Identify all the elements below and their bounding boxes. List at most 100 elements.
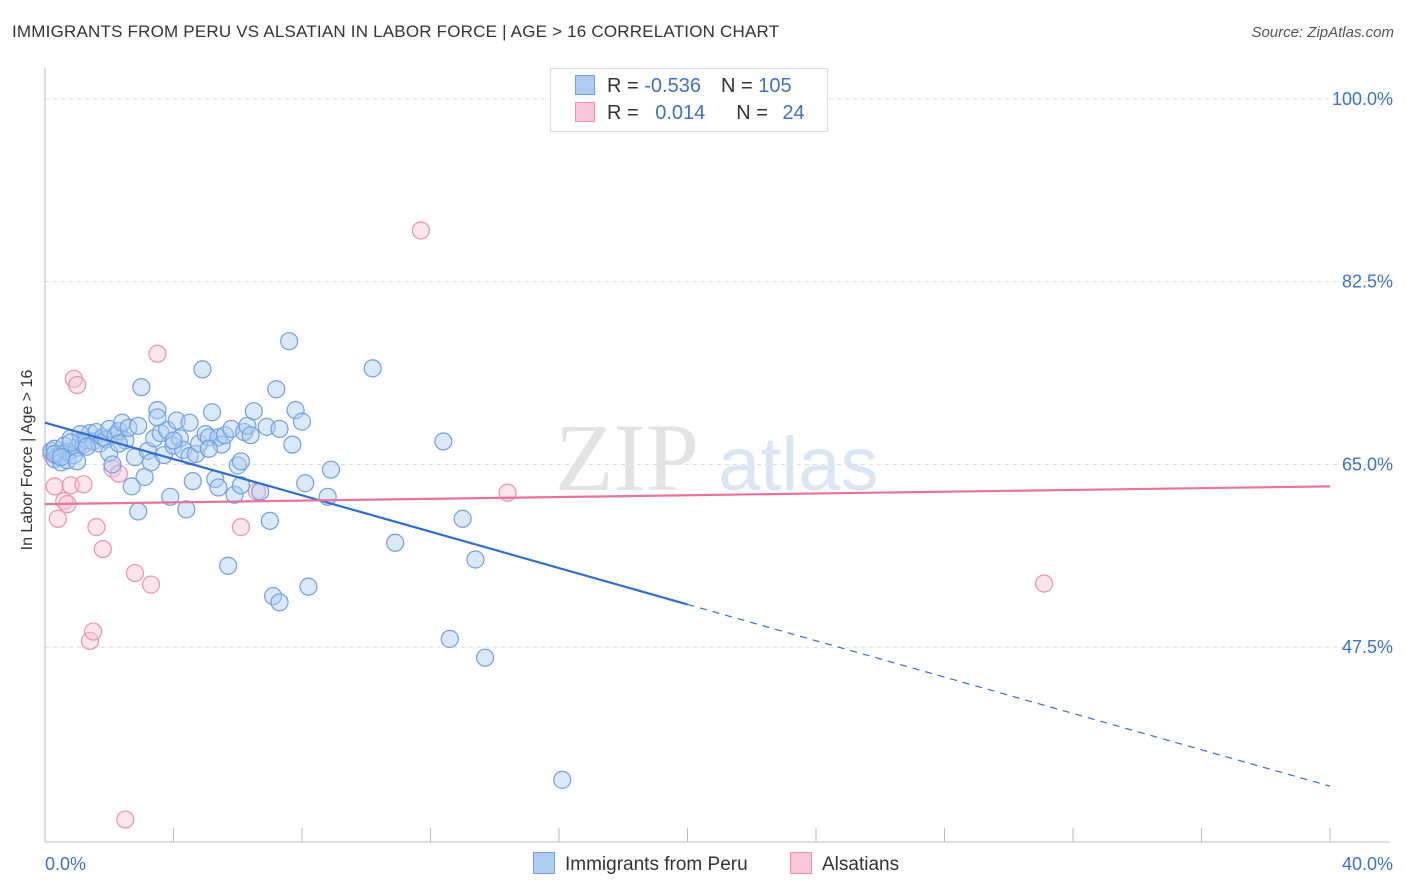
peru-point [283,435,302,454]
x-tick-label: 40.0% [1342,854,1393,874]
alsatians-point [93,539,112,559]
peru-point [466,550,485,569]
peru-point [225,485,244,504]
peru-points [42,332,572,789]
peru-point [193,360,212,379]
legend-row-peru: R = -0.536 N = 105 [575,75,792,101]
peru-point [164,431,183,450]
peru-point [270,593,289,612]
peru-point [260,511,279,530]
source-label: Source: ZipAtlas.com [1251,24,1394,41]
alsatians-point [109,464,128,483]
bottom-legend-swatch-alsatians [790,852,812,874]
alsatians-point [55,491,74,511]
peru-point [286,401,305,420]
legend-r-value: 0.014 [655,102,706,124]
peru-point [77,437,96,456]
alsatians-point [84,622,103,641]
peru-point [103,455,122,474]
legend-swatch-alsatians [575,102,595,122]
legend-n-value: 105 [758,75,792,97]
peru-point [183,472,202,491]
chart-title: IMMIGRANTS FROM PERU VS ALSATIAN IN LABO… [12,22,780,41]
alsatians-point [148,344,167,363]
bottom-legend-alsatians: Alsatians [790,852,899,876]
peru-point [177,500,196,519]
peru-point [292,412,312,431]
y-tick-label: 100.0% [1332,89,1393,109]
watermark-zip: ZIP [555,404,699,511]
y-tick-labels: 47.5% 65.0% 82.5% 100.0% [1332,89,1393,657]
peru-point [61,433,80,452]
peru-point [100,443,119,463]
y-tick-label: 65.0% [1342,454,1393,474]
bottom-legend-label-peru: Immigrants from Peru [565,854,748,875]
peru-point [148,401,167,420]
bottom-legend-peru: Immigrants from Peru [533,852,748,876]
peru-point [199,439,218,458]
x-tick-label: 0.0% [45,854,86,874]
peru-point [434,432,453,451]
peru-point [280,332,299,351]
legend-n-value: 24 [782,102,805,124]
legend-r-value: -0.536 [644,75,701,97]
peru-point [132,378,151,397]
peru-point [122,477,141,496]
legend-swatch-peru [575,75,595,95]
peru-point [148,408,167,427]
alsatians-trend-line [44,485,1331,506]
alsatians-point [141,575,161,594]
peru-point [321,460,341,479]
peru-point [476,648,495,667]
peru-point [154,445,173,465]
peru-point [231,476,251,495]
legend-n-label: N = [736,102,774,124]
x-tick-labels: 0.0% 40.0% [45,854,1393,874]
peru-point [553,770,572,789]
bottom-legend-swatch-peru [533,852,555,874]
legend-r-label: R = [607,75,645,97]
peru-trend-line [687,603,1331,787]
alsatians-point [1034,574,1054,593]
peru-point [267,380,286,399]
alsatians-point [411,221,430,240]
peru-point [161,487,180,506]
alsatians-point [45,477,64,496]
peru-point [296,474,315,493]
y-tick-label: 82.5% [1342,272,1393,292]
alsatians-points [42,221,1054,829]
peru-point [440,629,459,648]
peru-point [219,556,238,575]
peru-point [129,502,148,521]
peru-point [244,402,263,421]
peru-trend-line [44,421,688,606]
peru-point [129,416,148,435]
peru-point [68,452,87,471]
legend-r-label: R = [607,102,645,124]
alsatians-point [116,810,135,829]
peru-point [51,448,71,467]
peru-point [209,478,228,497]
legend-n-label: N = [720,75,759,97]
peru-point [180,413,199,432]
peru-point [453,509,472,528]
legend-row-alsatians: R = 0.014 N = 24 [575,102,814,128]
bottom-legend-label-alsatians: Alsatians [822,854,900,875]
alsatians-point [87,518,106,537]
alsatians-point [74,475,93,494]
peru-point [270,419,289,439]
alsatians-point [125,563,145,583]
peru-point [299,577,318,596]
peru-point [202,403,222,422]
y-tick-label: 47.5% [1342,637,1393,657]
axes [44,68,1390,843]
peru-point [386,533,405,552]
alsatians-point [61,476,80,495]
trend-lines [44,421,1331,787]
correlation-legend: R = -0.536 N = 105 R = 0.014 N = 24 [550,68,828,132]
peru-point [157,420,177,440]
alsatians-point [68,375,87,395]
alsatians-point [231,518,251,537]
grid-lines [45,98,1390,648]
